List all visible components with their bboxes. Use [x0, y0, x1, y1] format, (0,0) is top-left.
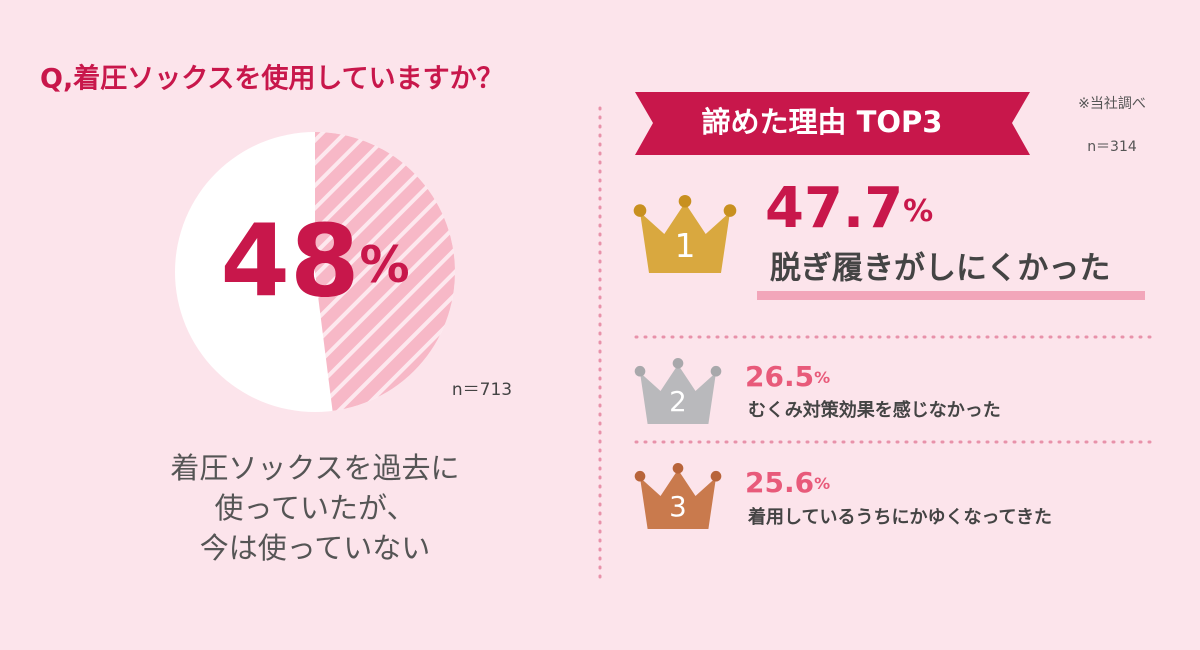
- crown-jewel: [672, 357, 684, 369]
- crown-jewel: [633, 204, 647, 217]
- crown-jewel: [710, 365, 722, 377]
- crown-jewel: [723, 204, 737, 217]
- rank-number: 1: [675, 227, 696, 265]
- sample-size: n＝314: [1087, 139, 1137, 155]
- note: ※当社調べ: [1078, 96, 1146, 112]
- caption-line: 着圧ソックスを過去に: [170, 451, 459, 485]
- crown-jewel: [678, 194, 692, 208]
- crown: [640, 202, 730, 273]
- caption-line: 使っていたが、: [215, 491, 416, 525]
- underline: [757, 291, 1145, 300]
- rank-number: 3: [669, 490, 687, 523]
- rank-label: 着用しているうちにかゆくなってきた: [747, 506, 1052, 528]
- crown-jewel: [710, 470, 722, 482]
- crown: [640, 469, 716, 529]
- crown-jewel: [672, 462, 684, 474]
- caption-line: 今は使っていない: [200, 531, 431, 565]
- sample-size: n＝713: [452, 380, 512, 400]
- ribbon: [635, 92, 1030, 155]
- rank-number: 2: [669, 385, 687, 418]
- question-title: Q,着圧ソックスを使用していますか？: [40, 63, 504, 95]
- crown: [640, 364, 716, 424]
- crown-jewel: [634, 365, 646, 377]
- rank-label: むくみ対策効果を感じなかった: [748, 399, 1001, 421]
- ranking-title: 諦めた理由 TOP3: [702, 105, 943, 139]
- rank-label: 脱ぎ履きがしにくかった: [770, 251, 1110, 287]
- crown-jewel: [634, 470, 646, 482]
- pie-slice: [315, 132, 455, 411]
